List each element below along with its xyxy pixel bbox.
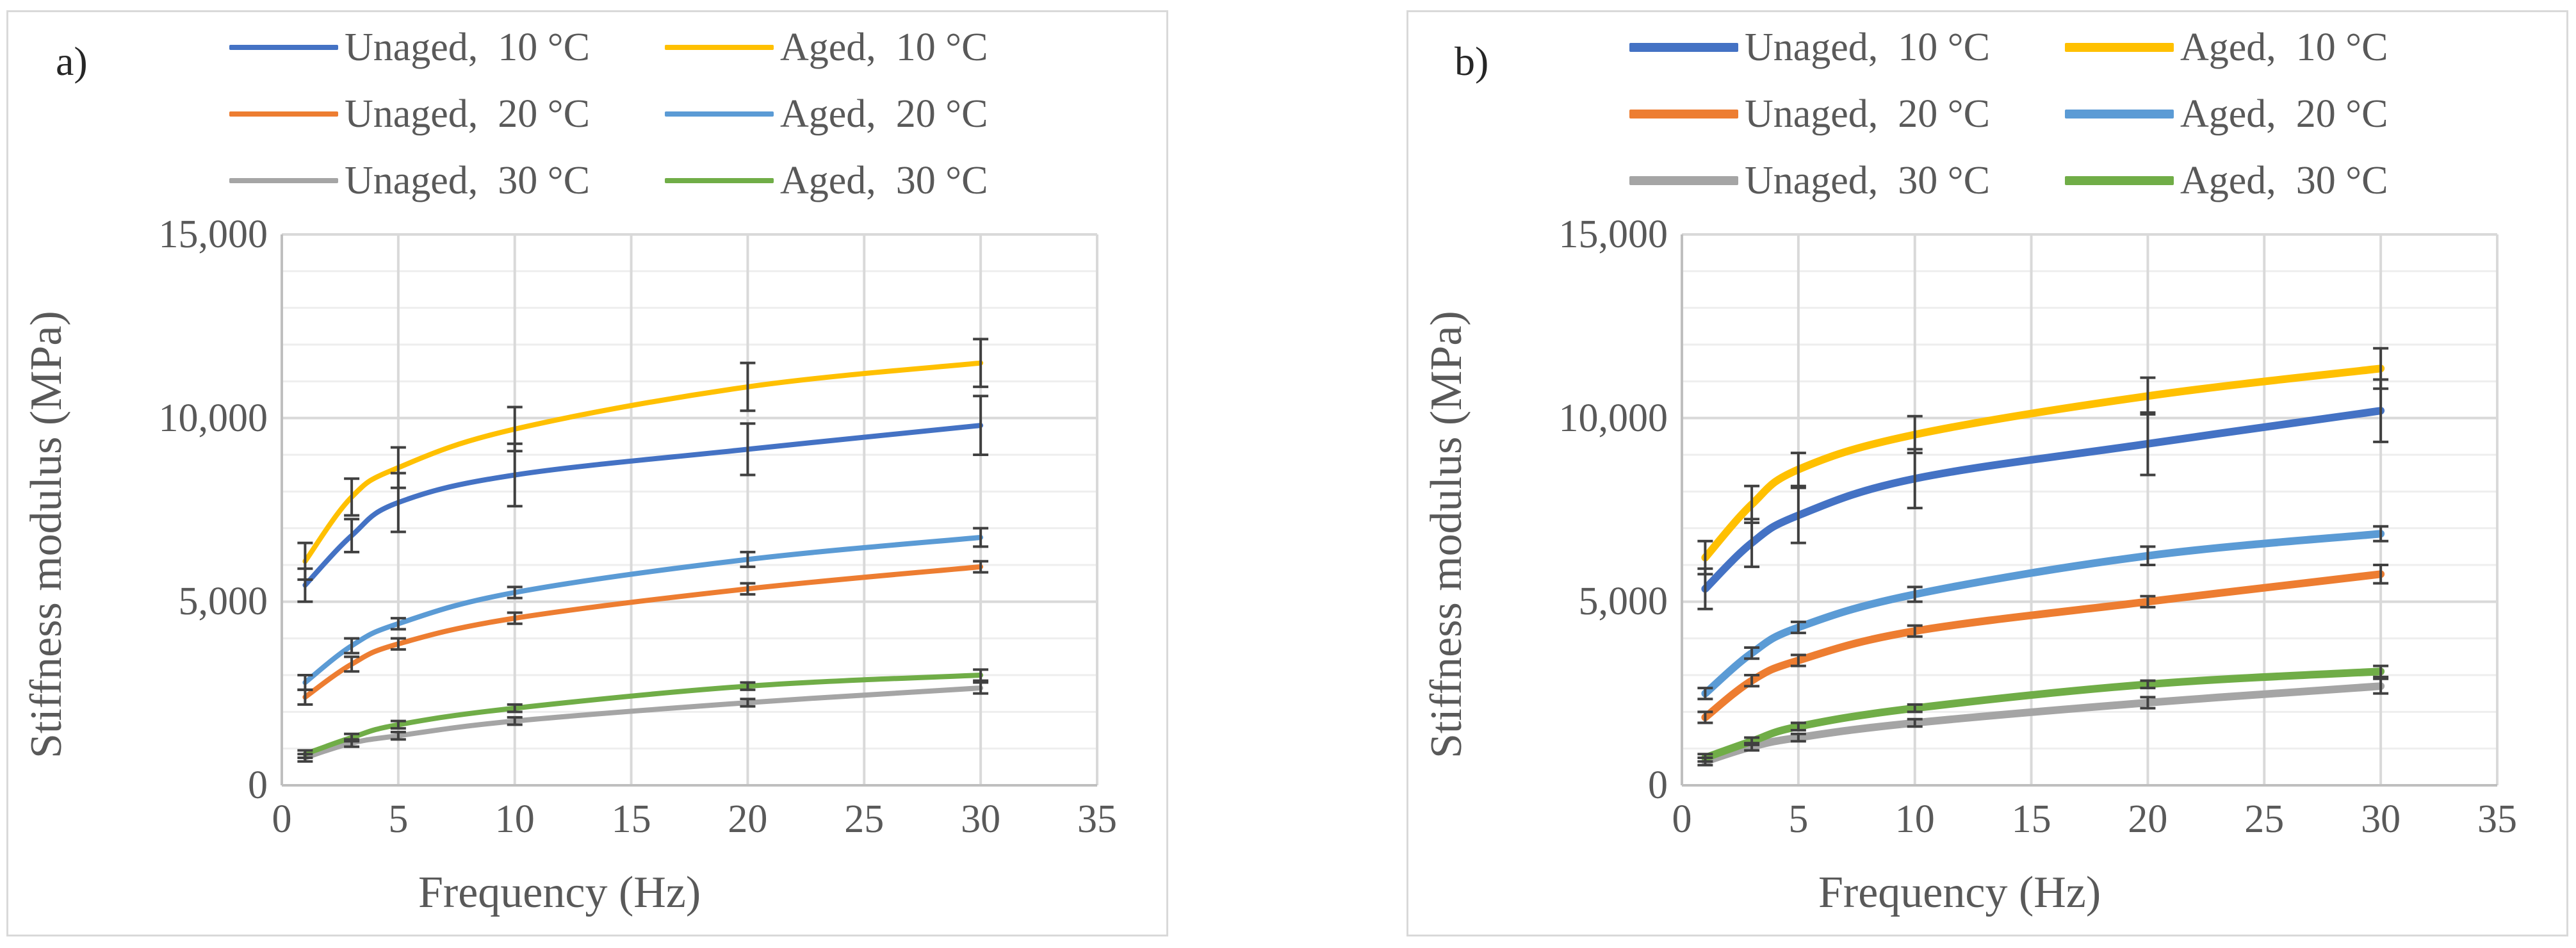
- series-a-2: [302, 564, 984, 700]
- x-tick-label: 15: [611, 797, 651, 841]
- y-tick-label: 15,000: [158, 213, 268, 256]
- series-a-0: [302, 423, 984, 588]
- y-tick-label: 5,000: [178, 580, 268, 624]
- legend-swatch: [1629, 43, 1738, 52]
- series-b-0: [1701, 407, 2385, 593]
- x-axis-title-a: Frequency (Hz): [418, 868, 701, 917]
- legend-swatch: [665, 111, 774, 117]
- legend-swatch: [229, 111, 338, 117]
- error-bars-b-5: [1697, 664, 2389, 763]
- x-tick-label: 20: [728, 797, 768, 841]
- series-line: [1701, 407, 2385, 593]
- x-tick-label: 35: [1077, 797, 1117, 841]
- series-b-2: [1701, 570, 2385, 721]
- series-line: [302, 423, 984, 588]
- legend-label: Aged, 10 °C: [780, 26, 988, 69]
- legend-label: Aged, 10 °C: [2180, 26, 2388, 69]
- error-bars-b-2: [1697, 564, 2389, 724]
- error-bars-a-2: [297, 560, 989, 706]
- x-tick-label: 0: [1672, 797, 1692, 841]
- series-line: [1701, 530, 2385, 698]
- y-axis-title-a: Stiffness modulus (MPa): [22, 311, 71, 758]
- legend-label: Aged, 30 °C: [780, 159, 988, 202]
- x-axis-title-b: Frequency (Hz): [1818, 868, 2101, 917]
- legend-label: Aged, 20 °C: [780, 92, 988, 136]
- legend-swatch: [665, 178, 774, 183]
- x-tick-label: 5: [1788, 797, 1809, 841]
- series-b-3: [1701, 530, 2385, 698]
- error-bars-a-5: [297, 668, 989, 759]
- legend-swatch: [2065, 110, 2174, 118]
- legend-label: Unaged, 30 °C: [345, 159, 590, 202]
- legend-label: Aged, 30 °C: [2180, 159, 2388, 202]
- legend-label: Unaged, 10 °C: [345, 26, 590, 69]
- x-tick-label: 20: [2128, 797, 2168, 841]
- y-tick-label: 0: [248, 764, 268, 807]
- error-bars-a-3: [297, 527, 989, 691]
- x-tick-label: 25: [2244, 797, 2285, 841]
- y-tick-label: 5,000: [1578, 580, 1668, 624]
- series-line: [302, 535, 984, 685]
- legend-swatch: [1629, 110, 1738, 118]
- series-line: [1701, 364, 2385, 562]
- y-tick-label: 10,000: [1558, 396, 1668, 440]
- chart-panel-a: a) Frequency (Hz) Stiffness modulus (MPa…: [6, 10, 1168, 936]
- x-tick-label: 15: [2011, 797, 2051, 841]
- error-bars-b-3: [1697, 525, 2389, 701]
- x-tick-label: 35: [2477, 797, 2517, 841]
- y-axis-title-b: Stiffness modulus (MPa): [1422, 311, 1471, 758]
- gridlines-a: [281, 233, 1098, 787]
- panel-label-b: b): [1455, 38, 1489, 84]
- series-line: [1701, 570, 2385, 721]
- chart-a-canvas: [281, 233, 1098, 787]
- legend-swatch: [2065, 43, 2174, 52]
- x-tick-label: 5: [388, 797, 409, 841]
- error-bars-a-1: [297, 338, 989, 581]
- legend-swatch: [1629, 176, 1738, 185]
- legend-label: Unaged, 20 °C: [1745, 92, 1990, 136]
- legend-swatch: [665, 45, 774, 50]
- series-b-4: [1701, 682, 2385, 765]
- error-bars-a-0: [297, 395, 989, 603]
- x-tick-label: 30: [2361, 797, 2401, 841]
- series-line: [302, 673, 984, 757]
- series-line: [1701, 682, 2385, 765]
- series-a-4: [302, 685, 984, 760]
- x-tick-label: 10: [494, 797, 535, 841]
- x-tick-label: 10: [1895, 797, 1935, 841]
- legend-swatch: [2065, 176, 2174, 185]
- legend-swatch: [229, 45, 338, 50]
- panel-label-a: a): [56, 38, 88, 84]
- series-line: [302, 564, 984, 700]
- error-bars-b-1: [1697, 347, 2389, 576]
- x-tick-label: 0: [272, 797, 292, 841]
- series-b-1: [1701, 364, 2385, 562]
- y-tick-label: 0: [1648, 764, 1668, 807]
- legend-label: Unaged, 10 °C: [1745, 26, 1990, 69]
- series-line: [1701, 667, 2385, 762]
- chart-panel-b: b) Frequency (Hz) Stiffness modulus (MPa…: [1406, 10, 2568, 936]
- legend-label: Unaged, 20 °C: [345, 92, 590, 136]
- series-a-5: [302, 673, 984, 757]
- legend-label: Aged, 20 °C: [2180, 92, 2388, 136]
- y-tick-label: 10,000: [158, 396, 268, 440]
- series-line: [302, 685, 984, 760]
- x-tick-label: 25: [844, 797, 884, 841]
- x-tick-label: 30: [961, 797, 1001, 841]
- legend-swatch: [229, 178, 338, 183]
- legend-label: Unaged, 30 °C: [1745, 159, 1990, 202]
- chart-b-canvas: [1681, 233, 2499, 787]
- series-b-5: [1701, 667, 2385, 762]
- series-a-3: [302, 535, 984, 685]
- y-tick-label: 15,000: [1558, 213, 1668, 256]
